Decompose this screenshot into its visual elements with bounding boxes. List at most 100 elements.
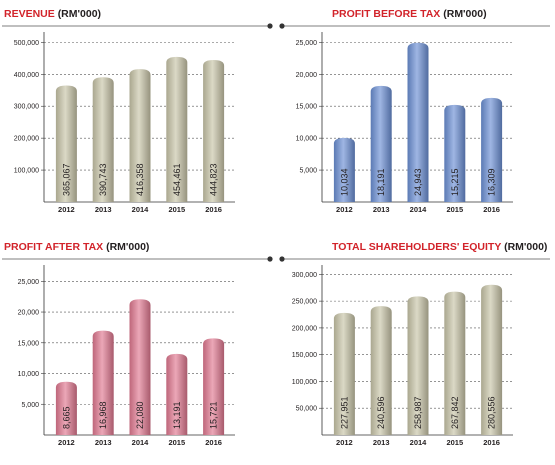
x-category-label: 2013 — [95, 205, 112, 214]
x-category-label: 2015 — [168, 205, 185, 214]
bar-value-label: 18,191 — [376, 168, 386, 196]
bar-2014 — [129, 299, 151, 435]
y-tick-label: 200,000 — [14, 136, 39, 143]
bar-value-label: 24,943 — [413, 168, 423, 196]
profit-before-tax-chart: PROFIT BEFORE TAX (RM'000) 5,000 10,000 15,… — [279, 8, 550, 214]
y-tick-label: 20,000 — [18, 310, 40, 317]
y-tick-label: 100,000 — [292, 379, 317, 386]
bar-2013 — [370, 85, 392, 202]
bar-2012 — [55, 85, 77, 202]
x-category-label: 2014 — [132, 438, 150, 447]
y-tick-label: 10,000 — [296, 136, 318, 143]
bar-value-label: 280,556 — [487, 396, 497, 429]
bar-value-label: 444,823 — [209, 163, 219, 196]
bar-value-label: 15,215 — [450, 168, 460, 196]
bar-value-label: 10,034 — [339, 168, 349, 196]
bar-2015 — [166, 56, 188, 203]
revenue-chart-panel: REVENUE (RM'000) 100,000 200,000 300,000 400… — [0, 0, 275, 232]
bar-2015 — [166, 353, 188, 435]
bar-2014 — [407, 42, 429, 203]
x-category-label: 2012 — [58, 205, 75, 214]
y-tick-label: 25,000 — [296, 40, 318, 47]
chart-title: REVENUE (RM'000) — [4, 8, 101, 20]
bar-2015 — [444, 104, 466, 202]
title-rule-dot — [279, 256, 285, 262]
title-rule-dot — [279, 23, 285, 29]
bar-2015 — [444, 291, 466, 435]
y-tick-label: 5,000 — [21, 402, 39, 409]
y-tick-label: 10,000 — [18, 371, 40, 378]
x-category-label: 2014 — [132, 205, 150, 214]
bar-value-label: 267,842 — [450, 396, 460, 429]
chart-title: PROFIT BEFORE TAX (RM'000) — [332, 8, 487, 20]
y-tick-label: 50,000 — [296, 406, 318, 413]
y-tick-label: 15,000 — [296, 104, 318, 111]
chart-title-main: PROFIT AFTER TAX — [4, 241, 106, 253]
bar-value-label: 258,987 — [413, 396, 423, 429]
x-category-label: 2014 — [410, 438, 428, 447]
bar-2016 — [203, 338, 225, 435]
y-tick-label: 300,000 — [14, 104, 39, 111]
x-category-label: 2015 — [446, 438, 463, 447]
bar-value-label: 227,951 — [339, 396, 349, 429]
shareholders-equity-chart-panel: TOTAL SHAREHOLDERS' EQUITY (RM'000) 50,00… — [278, 233, 553, 465]
x-category-label: 2015 — [446, 205, 463, 214]
profit-after-tax-chart: PROFIT AFTER TAX (RM'000) 5,000 10,000 15,0… — [2, 241, 273, 447]
chart-title-unit: (RM'000) — [106, 241, 149, 253]
revenue-chart: REVENUE (RM'000) 100,000 200,000 300,000 400… — [2, 8, 273, 214]
bar-2016 — [481, 284, 503, 435]
bar-value-label: 13,191 — [172, 401, 182, 429]
y-tick-label: 20,000 — [296, 72, 318, 79]
bar-value-label: 8,665 — [61, 406, 71, 429]
shareholders-equity-chart: TOTAL SHAREHOLDERS' EQUITY (RM'000) 50,00… — [279, 241, 550, 447]
y-tick-label: 15,000 — [18, 340, 40, 347]
chart-title-unit: (RM'000) — [58, 8, 101, 20]
x-category-label: 2014 — [410, 205, 428, 214]
x-category-label: 2012 — [58, 438, 75, 447]
y-tick-label: 250,000 — [292, 299, 317, 306]
y-tick-label: 400,000 — [14, 72, 39, 79]
chart-title-unit: (RM'000) — [504, 241, 547, 253]
x-category-label: 2013 — [373, 205, 390, 214]
bar-2012 — [333, 137, 355, 202]
chart-title-main: PROFIT BEFORE TAX — [332, 8, 443, 20]
bar-value-label: 454,461 — [172, 163, 182, 196]
y-tick-label: 500,000 — [14, 40, 39, 47]
bar-value-label: 365,067 — [61, 163, 71, 196]
bar-2014 — [129, 69, 151, 202]
x-category-label: 2016 — [483, 438, 500, 447]
y-tick-label: 300,000 — [292, 272, 317, 279]
chart-title: TOTAL SHAREHOLDERS' EQUITY (RM'000) — [332, 241, 547, 253]
x-category-label: 2015 — [168, 438, 185, 447]
bar-2014 — [407, 296, 429, 435]
bar-2013 — [370, 306, 392, 435]
title-rule-dot — [267, 256, 273, 262]
bar-value-label: 416,358 — [135, 163, 145, 196]
x-category-label: 2016 — [205, 438, 222, 447]
bar-value-label: 22,080 — [135, 401, 145, 429]
y-tick-label: 200,000 — [292, 325, 317, 332]
bar-2016 — [481, 97, 503, 202]
y-tick-label: 100,000 — [14, 168, 39, 175]
bar-value-label: 16,968 — [98, 401, 108, 429]
profit-before-tax-chart-panel: PROFIT BEFORE TAX (RM'000) 5,000 10,000 15,… — [278, 0, 553, 232]
bar-2012 — [333, 312, 355, 435]
profit-after-tax-chart-panel: PROFIT AFTER TAX (RM'000) 5,000 10,000 15,0… — [0, 233, 275, 465]
bar-2013 — [92, 330, 114, 435]
bar-2013 — [92, 77, 114, 202]
y-tick-label: 25,000 — [18, 279, 40, 286]
chart-title: PROFIT AFTER TAX (RM'000) — [4, 241, 149, 253]
chart-title-unit: (RM'000) — [443, 8, 486, 20]
bar-value-label: 16,309 — [487, 168, 497, 196]
x-category-label: 2012 — [336, 438, 353, 447]
bar-2016 — [203, 59, 225, 202]
bar-value-label: 15,721 — [209, 401, 219, 429]
chart-title-main: REVENUE — [4, 8, 58, 20]
x-category-label: 2012 — [336, 205, 353, 214]
title-rule-dot — [267, 23, 273, 29]
bar-value-label: 390,743 — [98, 163, 108, 196]
bar-2012 — [55, 381, 77, 435]
x-category-label: 2016 — [205, 205, 222, 214]
bar-value-label: 240,596 — [376, 396, 386, 429]
x-category-label: 2013 — [373, 438, 390, 447]
